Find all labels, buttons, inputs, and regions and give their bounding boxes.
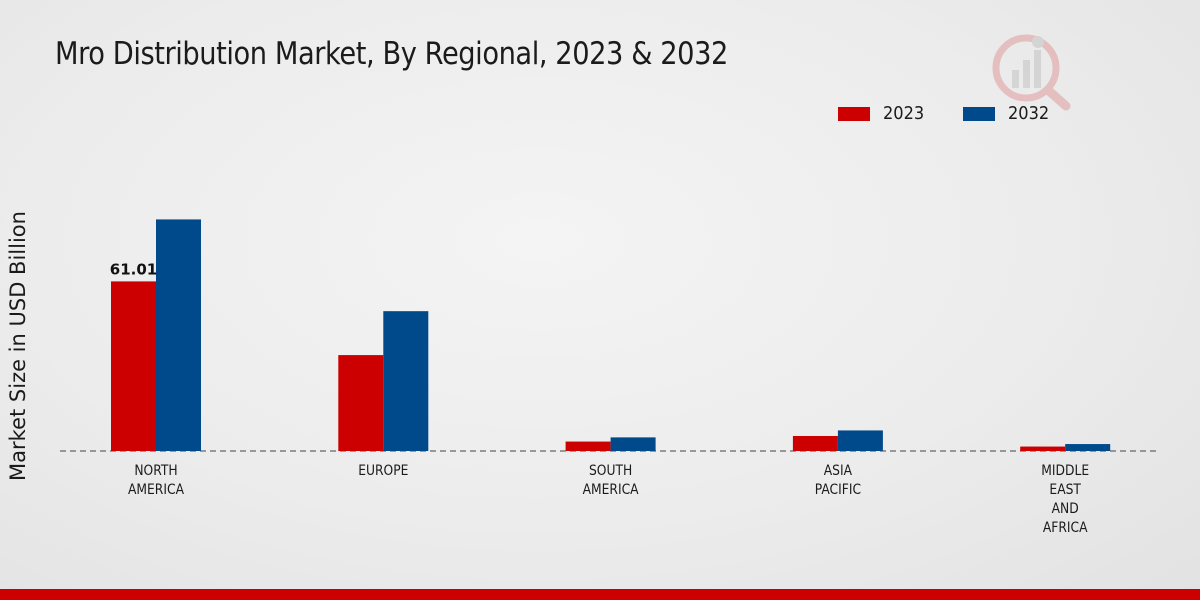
legend-swatch-2032 xyxy=(962,106,995,121)
x-tick-label-asia-pacific: ASIA PACIFIC xyxy=(815,463,861,498)
bar-2023-europe xyxy=(338,355,384,451)
legend-label-2032: 2032 xyxy=(1007,103,1050,124)
legend-label-2023: 2023 xyxy=(883,103,925,124)
chart-title: Mro Distribution Market, By Regional, 20… xyxy=(55,36,728,72)
x-tick-label-europe: EUROPE xyxy=(358,463,408,479)
bar-2023-north-america xyxy=(111,281,156,451)
x-tick-label-north-america: NORTH AMERICA xyxy=(128,463,184,498)
x-tick-label-south-america: SOUTH AMERICA xyxy=(583,463,639,498)
legend-item-2032: 2032 xyxy=(962,103,1054,124)
bar-2032-south-america xyxy=(610,437,656,451)
bar-2023-south-america xyxy=(565,441,611,451)
bar-2023-middle-east-and-africa xyxy=(1020,446,1066,451)
x-tick-label-middle-east-and-africa: MIDDLE EAST AND AFRICA xyxy=(1041,463,1089,536)
legend-swatch-2023 xyxy=(838,106,870,121)
bar-2023-asia-pacific xyxy=(792,435,838,451)
legend: 2023 2032 xyxy=(838,103,1088,124)
footer-accent-bar xyxy=(0,589,1200,600)
data-label-2023-0: 61.01 xyxy=(110,260,157,278)
bar-2032-asia-pacific xyxy=(837,430,883,451)
market-research-logo-icon xyxy=(992,34,1071,111)
legend-item-2023: 2023 xyxy=(838,103,929,124)
bar-2032-middle-east-and-africa xyxy=(1065,444,1111,451)
bar-2032-europe xyxy=(383,311,429,451)
bar-2032-north-america xyxy=(156,219,201,451)
